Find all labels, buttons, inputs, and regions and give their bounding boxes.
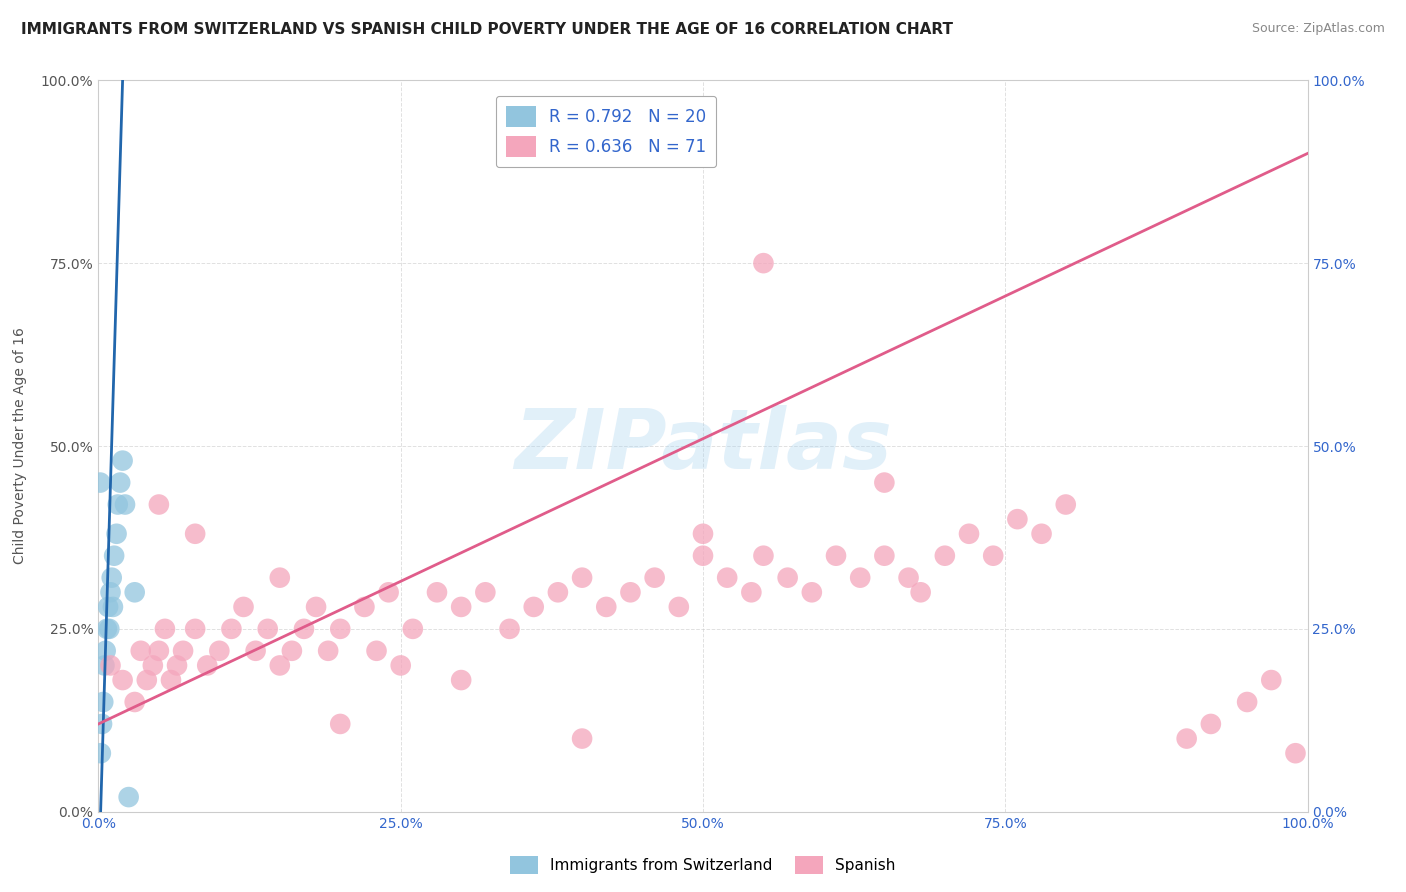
- Point: [305, 599, 328, 614]
- Point: [269, 571, 291, 585]
- Point: [96, 622, 118, 636]
- Point: [825, 549, 848, 563]
- Point: [934, 549, 956, 563]
- Text: Source: ZipAtlas.com: Source: ZipAtlas.com: [1251, 22, 1385, 36]
- Point: [107, 498, 129, 512]
- Point: [644, 571, 666, 585]
- Point: [101, 599, 124, 614]
- Point: [619, 585, 641, 599]
- Point: [93, 658, 115, 673]
- Point: [316, 644, 339, 658]
- Point: [114, 498, 136, 512]
- Point: [776, 571, 799, 585]
- Point: [1031, 526, 1053, 541]
- Legend: Immigrants from Switzerland, Spanish: Immigrants from Switzerland, Spanish: [505, 850, 901, 880]
- Point: [256, 622, 278, 636]
- Point: [103, 549, 125, 563]
- Point: [402, 622, 425, 636]
- Point: [450, 599, 472, 614]
- Point: [98, 622, 121, 636]
- Point: [692, 549, 714, 563]
- Text: IMMIGRANTS FROM SWITZERLAND VS SPANISH CHILD POVERTY UNDER THE AGE OF 16 CORRELA: IMMIGRANTS FROM SWITZERLAND VS SPANISH C…: [21, 22, 953, 37]
- Point: [957, 526, 980, 541]
- Point: [184, 526, 207, 541]
- Point: [873, 549, 896, 563]
- Point: [245, 644, 267, 658]
- Point: [195, 658, 218, 673]
- Point: [800, 585, 823, 599]
- Point: [595, 599, 617, 614]
- Point: [1260, 673, 1282, 687]
- Point: [1284, 746, 1306, 760]
- Point: [97, 599, 120, 614]
- Point: [377, 585, 399, 599]
- Point: [111, 673, 134, 687]
- Point: [1054, 498, 1077, 512]
- Point: [752, 256, 775, 270]
- Point: [692, 526, 714, 541]
- Point: [153, 622, 176, 636]
- Point: [172, 644, 194, 658]
- Point: [498, 622, 520, 636]
- Point: [124, 585, 146, 599]
- Point: [221, 622, 243, 636]
- Point: [740, 585, 762, 599]
- Point: [547, 585, 569, 599]
- Legend: R = 0.792   N = 20, R = 0.636   N = 71: R = 0.792 N = 20, R = 0.636 N = 71: [496, 96, 717, 167]
- Point: [100, 571, 122, 585]
- Point: [353, 599, 375, 614]
- Point: [571, 571, 593, 585]
- Point: [474, 585, 496, 599]
- Point: [329, 717, 352, 731]
- Point: [100, 585, 122, 599]
- Point: [232, 599, 254, 614]
- Point: [135, 673, 157, 687]
- Text: ZIPatlas: ZIPatlas: [515, 406, 891, 486]
- Point: [111, 453, 134, 467]
- Point: [1007, 512, 1029, 526]
- Point: [716, 571, 738, 585]
- Point: [91, 717, 114, 731]
- Point: [389, 658, 412, 673]
- Point: [897, 571, 920, 585]
- Point: [124, 695, 146, 709]
- Point: [281, 644, 304, 658]
- Point: [426, 585, 449, 599]
- Y-axis label: Child Poverty Under the Age of 16: Child Poverty Under the Age of 16: [13, 327, 27, 565]
- Point: [160, 673, 183, 687]
- Point: [148, 498, 170, 512]
- Point: [329, 622, 352, 636]
- Point: [668, 599, 690, 614]
- Point: [94, 644, 117, 658]
- Point: [142, 658, 165, 673]
- Point: [849, 571, 872, 585]
- Point: [89, 475, 111, 490]
- Point: [752, 549, 775, 563]
- Point: [571, 731, 593, 746]
- Point: [366, 644, 388, 658]
- Point: [1175, 731, 1198, 746]
- Point: [184, 622, 207, 636]
- Point: [1199, 717, 1222, 731]
- Point: [208, 644, 231, 658]
- Point: [100, 658, 122, 673]
- Point: [108, 475, 131, 490]
- Point: [166, 658, 188, 673]
- Point: [90, 746, 112, 760]
- Point: [105, 526, 128, 541]
- Point: [148, 644, 170, 658]
- Point: [292, 622, 315, 636]
- Point: [523, 599, 546, 614]
- Point: [91, 695, 114, 709]
- Point: [981, 549, 1004, 563]
- Point: [910, 585, 932, 599]
- Point: [1236, 695, 1258, 709]
- Point: [118, 790, 141, 805]
- Point: [269, 658, 291, 673]
- Point: [450, 673, 472, 687]
- Point: [873, 475, 896, 490]
- Point: [129, 644, 152, 658]
